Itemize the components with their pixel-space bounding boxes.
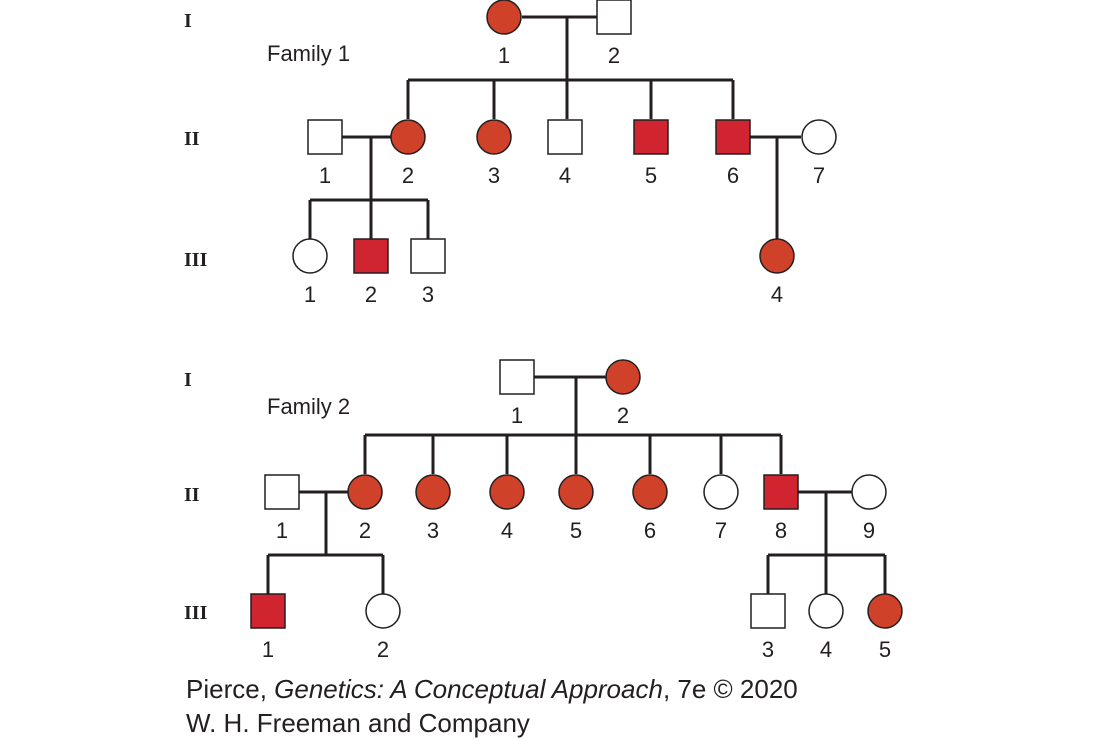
- generation-label-f1-II: II: [184, 128, 200, 150]
- generation-label-f2-I: I: [184, 369, 192, 391]
- family-2-gen-III-individual-2-unaffected-female: [365, 593, 401, 629]
- family-2-gen-I-individual-1-unaffected-male: [499, 359, 535, 395]
- family-2-gen-II-individual-1-unaffected-male: [264, 474, 300, 510]
- family-2-gen-II-number-4: 4: [501, 518, 513, 543]
- family-2-gen-II-number-5: 5: [570, 518, 582, 543]
- figure-credit: Pierce, Genetics: A Conceptual Approach,…: [186, 672, 798, 740]
- family-2-gen-III-individual-3-unaffected-male: [750, 593, 786, 629]
- family-2-gen-II-number-3: 3: [427, 518, 439, 543]
- family-2-gen-II-individual-3-affected-female: [415, 474, 451, 510]
- family-1-gen-II-number-7: 7: [813, 163, 825, 188]
- family-2-gen-II-number-9: 9: [863, 518, 875, 543]
- family-1-gen-III-individual-1-unaffected-female: [292, 238, 328, 274]
- family-1-gen-II-number-5: 5: [645, 163, 657, 188]
- credit-line-1: Pierce, Genetics: A Conceptual Approach,…: [186, 674, 798, 704]
- family-1-gen-III-number-1: 1: [304, 282, 316, 307]
- family-2-gen-II-individual-8-affected-male: [763, 474, 799, 510]
- family-1-gen-II-number-4: 4: [559, 163, 571, 188]
- family-2-gen-II-number-1: 1: [276, 518, 288, 543]
- family-1-title: Family 1: [267, 41, 350, 66]
- family-1-gen-III-individual-3-unaffected-male: [410, 238, 446, 274]
- family-1-gen-II-individual-1-unaffected-male: [307, 119, 343, 155]
- family-1-gen-I-individual-2-unaffected-male: [596, 0, 632, 35]
- family-2-gen-II-individual-9-unaffected-female: [851, 474, 887, 510]
- family-2-gen-III-individual-1-affected-male: [250, 593, 286, 629]
- family-1-gen-II-number-1: 1: [319, 163, 331, 188]
- family-2-gen-III-number-5: 5: [879, 637, 891, 662]
- family-2-gen-II-individual-5-affected-female: [558, 474, 594, 510]
- family-1-gen-I-individual-1-affected-female: [486, 0, 522, 35]
- family-2-gen-II-number-2: 2: [359, 518, 371, 543]
- family-2-gen-III-number-2: 2: [377, 637, 389, 662]
- family-2-gen-II-individual-6-affected-female: [632, 474, 668, 510]
- credit-book-title: Genetics: A Conceptual Approach: [274, 674, 663, 704]
- family-2-gen-III-individual-5-affected-female: [867, 593, 903, 629]
- family-2-gen-II-individual-2-affected-female: [347, 474, 383, 510]
- family-1-gen-II-number-2: 2: [402, 163, 414, 188]
- family-1-lines: [308, 15, 801, 239]
- family-2-gen-II-individual-7-unaffected-female: [703, 474, 739, 510]
- family-1-gen-II-individual-6-affected-male: [715, 119, 751, 155]
- family-2-gen-II-number-8: 8: [775, 518, 787, 543]
- generation-label-f1-I: I: [184, 10, 192, 32]
- family-1-gen-II-individual-7-unaffected-female: [801, 119, 837, 155]
- pedigree-individuals: 1 2 1 2 3 4 5 6 7 1 2 3 4 1 2 1 2 3 4 5 6 7 8 9 1 2 3 4 5: [250, 0, 903, 662]
- family-1-gen-III-number-3: 3: [422, 282, 434, 307]
- family-2-gen-II-number-7: 7: [715, 518, 727, 543]
- family-1-gen-II-individual-5-affected-male: [633, 119, 669, 155]
- family-2-gen-III-number-4: 4: [820, 637, 832, 662]
- family-1-gen-III-number-4: 4: [771, 282, 783, 307]
- family-2-title: Family 2: [267, 394, 350, 419]
- family-1-gen-III-individual-2-affected-male: [353, 238, 389, 274]
- family-1-gen-I-number-1: 1: [498, 43, 510, 68]
- family-1-gen-III-individual-4-affected-female: [759, 238, 795, 274]
- family-2-gen-III-number-3: 3: [762, 637, 774, 662]
- family-1-gen-II-individual-2-affected-female: [390, 119, 426, 155]
- family-1-gen-II-number-6: 6: [727, 163, 739, 188]
- family-2-gen-II-number-6: 6: [644, 518, 656, 543]
- family-2-lines: [266, 375, 887, 594]
- credit-line-2: W. H. Freeman and Company: [186, 708, 530, 738]
- generation-label-f2-II: II: [184, 484, 200, 506]
- family-2-gen-III-individual-4-unaffected-female: [808, 593, 844, 629]
- generation-label-f1-III: III: [184, 249, 208, 271]
- family-2-gen-I-number-1: 1: [511, 403, 523, 428]
- family-1-gen-II-number-3: 3: [488, 163, 500, 188]
- family-2-gen-II-individual-4-affected-female: [489, 474, 525, 510]
- family-2-gen-I-individual-2-affected-female: [605, 359, 641, 395]
- family-1-gen-I-number-2: 2: [608, 43, 620, 68]
- family-1-gen-II-individual-4-unaffected-male: [547, 119, 583, 155]
- family-1-gen-II-individual-3-affected-female: [476, 119, 512, 155]
- family-1-gen-III-number-2: 2: [365, 282, 377, 307]
- family-2-gen-III-number-1: 1: [262, 637, 274, 662]
- generation-label-f2-III: III: [184, 602, 208, 624]
- family-2-gen-I-number-2: 2: [617, 403, 629, 428]
